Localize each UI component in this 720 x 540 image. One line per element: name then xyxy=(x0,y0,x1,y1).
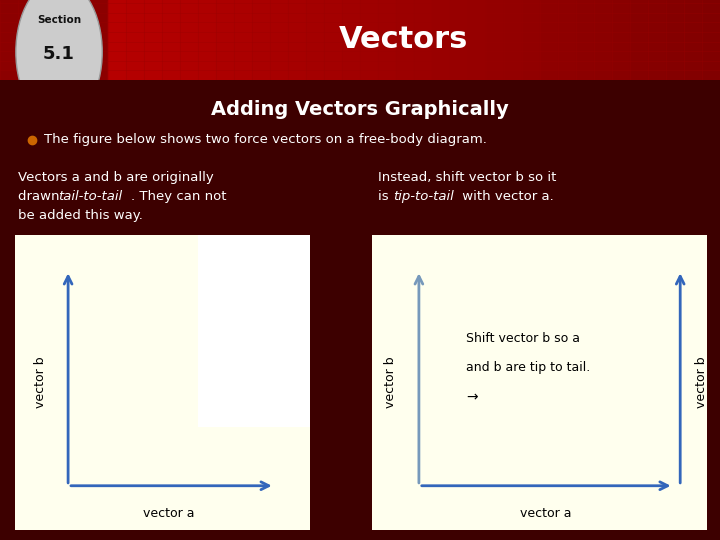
Bar xyxy=(270,0,288,80)
Text: Vectors a and b are originally: Vectors a and b are originally xyxy=(18,171,214,185)
Text: vector b: vector b xyxy=(384,357,397,408)
Bar xyxy=(576,0,594,80)
Bar xyxy=(234,0,252,80)
Bar xyxy=(36,0,54,80)
Bar xyxy=(432,0,450,80)
Text: is: is xyxy=(378,191,393,204)
Text: vector a: vector a xyxy=(521,507,572,520)
Bar xyxy=(252,0,270,80)
Bar xyxy=(666,0,684,80)
Bar xyxy=(612,0,630,80)
Bar xyxy=(0,0,18,80)
Bar xyxy=(558,0,576,80)
Text: Instead, shift vector b so it: Instead, shift vector b so it xyxy=(378,171,557,185)
Bar xyxy=(54,0,72,80)
Text: with vector a.: with vector a. xyxy=(458,191,554,204)
Text: Shift vector b so a: Shift vector b so a xyxy=(466,332,580,345)
Bar xyxy=(306,0,324,80)
Bar xyxy=(198,235,310,427)
Bar xyxy=(18,0,36,80)
Bar xyxy=(342,0,360,80)
Text: . They can not: . They can not xyxy=(131,191,227,204)
Text: vector a: vector a xyxy=(143,507,194,520)
Bar xyxy=(360,0,378,80)
Bar xyxy=(108,0,126,80)
Bar xyxy=(216,0,234,80)
Bar xyxy=(180,0,198,80)
Text: Section: Section xyxy=(37,15,81,25)
Text: be added this way.: be added this way. xyxy=(18,210,143,222)
Text: Vectors: Vectors xyxy=(338,25,468,55)
Bar xyxy=(396,0,414,80)
Bar xyxy=(288,0,306,80)
Text: 5.1: 5.1 xyxy=(43,45,75,63)
Text: vector b: vector b xyxy=(696,357,708,408)
Bar xyxy=(684,0,702,80)
Text: →: → xyxy=(466,390,477,404)
Text: Adding Vectors Graphically: Adding Vectors Graphically xyxy=(211,100,509,119)
Bar xyxy=(198,0,216,80)
Bar xyxy=(630,0,648,80)
Bar xyxy=(504,0,522,80)
Bar xyxy=(378,0,396,80)
Text: drawn: drawn xyxy=(18,191,64,204)
Bar xyxy=(72,0,90,80)
Bar xyxy=(162,0,180,80)
Bar xyxy=(90,0,108,80)
Bar xyxy=(594,0,612,80)
Bar xyxy=(540,0,558,80)
Bar xyxy=(468,0,486,80)
Bar xyxy=(324,0,342,80)
Bar xyxy=(648,0,666,80)
Bar xyxy=(126,0,144,80)
Bar xyxy=(450,0,468,80)
Bar xyxy=(522,0,540,80)
Ellipse shape xyxy=(16,0,102,124)
Bar xyxy=(486,0,504,80)
Bar xyxy=(414,0,432,80)
Text: tail-to-tail: tail-to-tail xyxy=(58,191,122,204)
Text: The figure below shows two force vectors on a free-body diagram.: The figure below shows two force vectors… xyxy=(44,133,487,146)
Bar xyxy=(144,0,162,80)
Text: vector b: vector b xyxy=(34,357,47,408)
Text: tip-to-tail: tip-to-tail xyxy=(393,191,454,204)
Text: and b are tip to tail.: and b are tip to tail. xyxy=(466,361,590,374)
Bar xyxy=(702,0,720,80)
